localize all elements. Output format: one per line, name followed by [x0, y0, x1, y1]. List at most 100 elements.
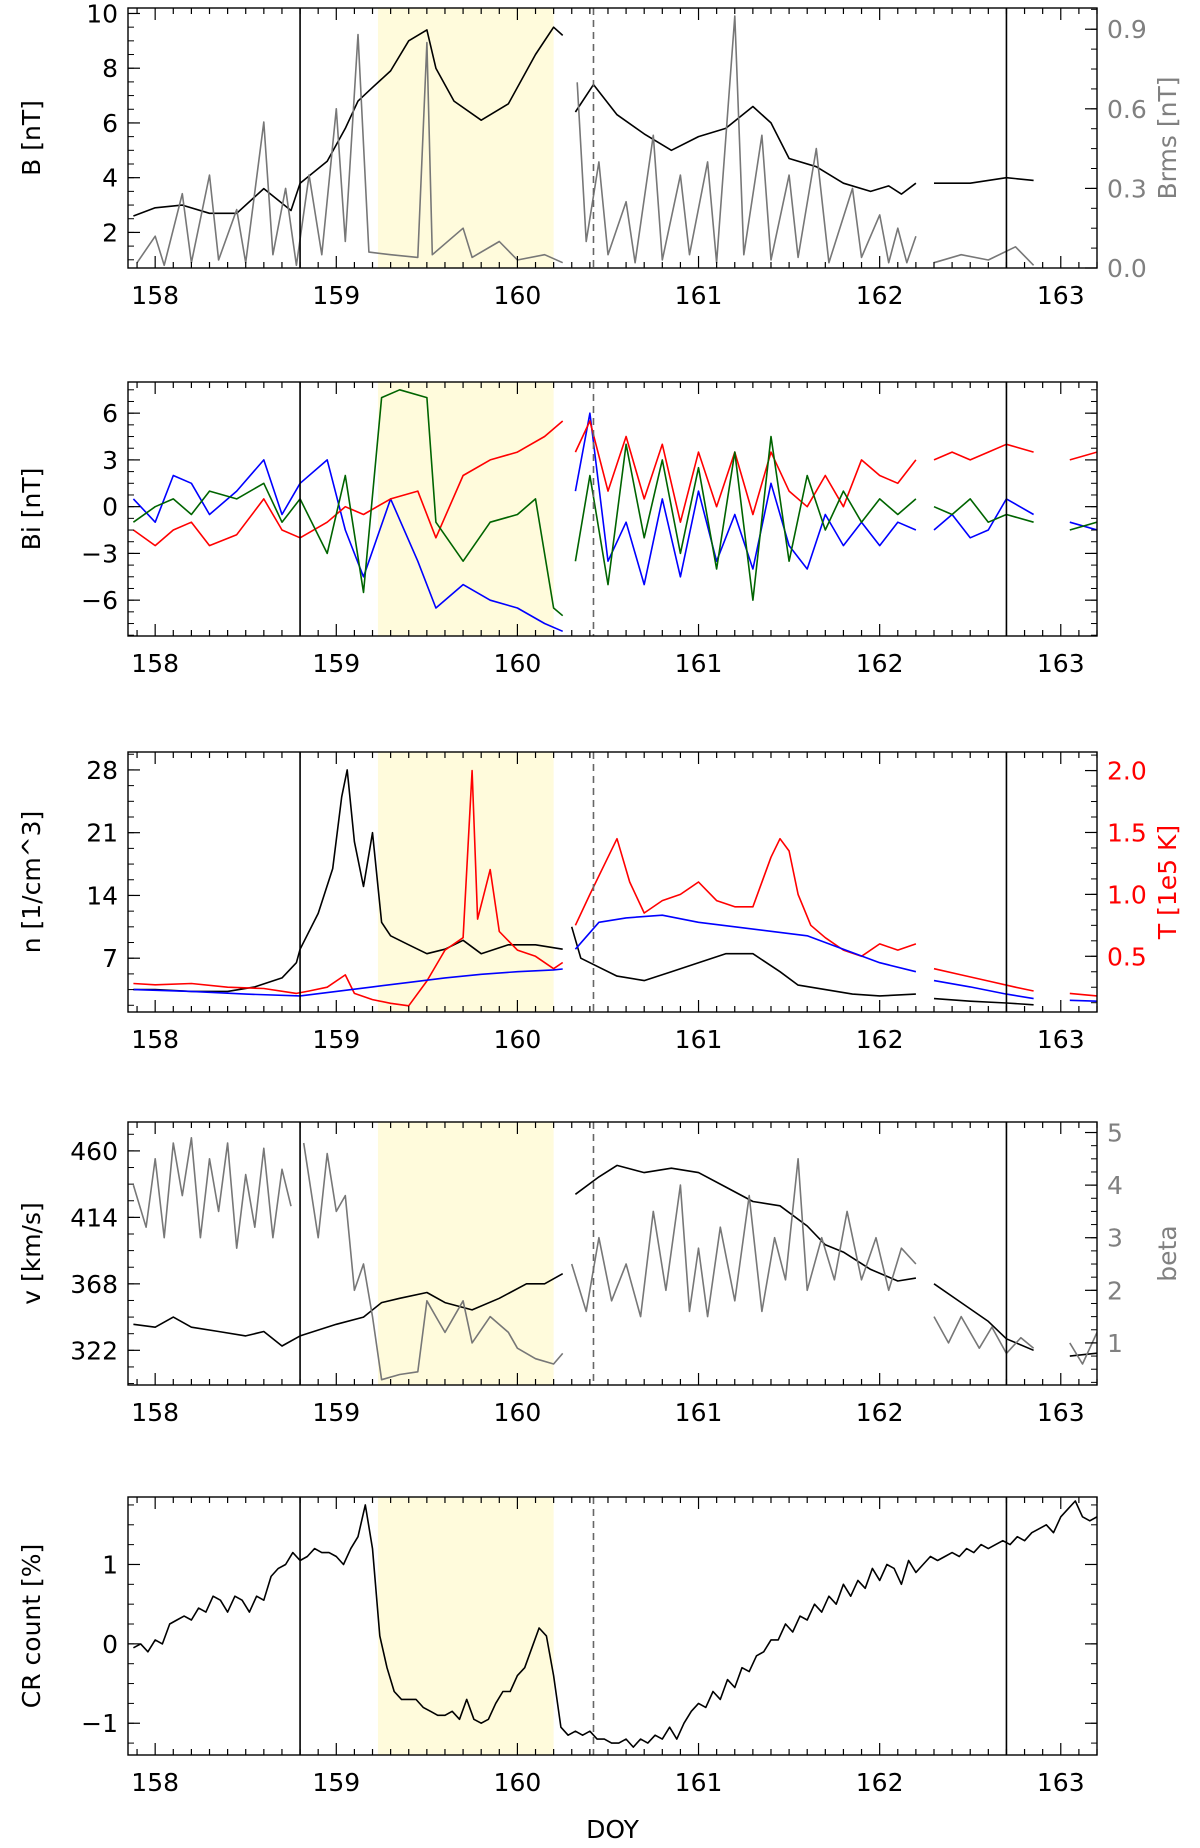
right-y-tick-label: 4 [1107, 1171, 1123, 1200]
y-tick-label: 368 [70, 1270, 118, 1299]
x-tick-label: 162 [856, 1768, 904, 1797]
y-tick-label: 28 [86, 756, 118, 785]
right-y-tick-label: 1 [1107, 1329, 1123, 1358]
y-tick-label: 10 [86, 0, 118, 28]
y-tick-label: 322 [70, 1336, 118, 1365]
x-tick-label: 163 [1037, 281, 1085, 310]
x-tick-label: 161 [675, 1768, 723, 1797]
panel-cr: 158 159 160 161 162 163 −1 0 1 CR count [%] [17, 1496, 1098, 1797]
y-axis-label: CR count [%] [17, 1544, 46, 1709]
shaded-interval [377, 1497, 554, 1755]
series-group [133, 769, 1097, 1007]
x-tick-label: 159 [312, 1398, 360, 1427]
right-y-axis-label: Brms [nT] [1153, 77, 1182, 200]
y-axis-label: Bi [nT] [17, 468, 46, 551]
x-tick-label: 163 [1037, 1025, 1085, 1054]
series-group [132, 1137, 1097, 1381]
series-B [133, 26, 1034, 217]
x-tick-label: 161 [675, 281, 723, 310]
x-tick-label: 161 [675, 649, 723, 678]
series-group [133, 15, 1035, 267]
x-tick-label: 163 [1037, 1398, 1085, 1427]
x-tick-label: 161 [675, 1398, 723, 1427]
x-tick-label: 163 [1037, 649, 1085, 678]
x-tick-label: 161 [675, 1025, 723, 1054]
panel-bi: 158 159 160 161 162 163 −6 −3 0 3 6 Bi [nT] [17, 381, 1098, 678]
x-tick-label: 162 [856, 649, 904, 678]
y-tick-label: 0 [102, 1630, 118, 1659]
series-Brms [136, 15, 1035, 267]
x-tick-label: 159 [312, 649, 360, 678]
y-tick-label: 0 [102, 493, 118, 522]
right-y-tick-label: 2 [1107, 1276, 1123, 1305]
shaded-interval [377, 1122, 554, 1385]
x-axis-title: DOY [586, 1815, 640, 1844]
x-tick-label: 162 [856, 1025, 904, 1054]
series-group [132, 389, 1097, 633]
panel-n: 158 159 160 161 162 163 7 14 21 28 n [1/cm^3] 0.5 1.… [17, 751, 1182, 1054]
panel-v: 158 159 160 161 162 163 322 368 414 460 v [km/s] 1 2… [17, 1119, 1182, 1427]
x-tick-label: 160 [494, 649, 542, 678]
y-axis-label: v [km/s] [17, 1202, 46, 1305]
x-tick-label: 160 [494, 1025, 542, 1054]
plot-frame [127, 751, 1098, 1013]
shaded-interval [377, 8, 554, 268]
x-tick-label: 162 [856, 281, 904, 310]
x-tick-label: 160 [494, 1768, 542, 1797]
y-tick-label: 14 [86, 881, 118, 910]
y-tick-label: −1 [81, 1709, 118, 1738]
x-tick-label: 162 [856, 1398, 904, 1427]
plot-frame [127, 1496, 1098, 1756]
right-y-tick-label: 1.0 [1107, 880, 1147, 909]
series-Bx [132, 412, 1097, 633]
y-tick-label: 2 [102, 218, 118, 247]
x-tick-label: 159 [312, 1768, 360, 1797]
x-tick-label: 159 [312, 1025, 360, 1054]
y-tick-label: 8 [102, 54, 118, 83]
right-y-tick-label: 1.5 [1107, 818, 1147, 847]
y-axis-label: n [1/cm^3] [17, 811, 46, 954]
series-CR [133, 1500, 1097, 1748]
right-y-tick-label: 0.9 [1107, 15, 1147, 44]
x-tick-label: 158 [131, 649, 179, 678]
x-tick-label: 158 [131, 281, 179, 310]
y-tick-label: 460 [70, 1137, 118, 1166]
y-tick-label: −6 [81, 586, 118, 615]
series-T [133, 769, 1097, 1007]
right-y-tick-label: 3 [1107, 1224, 1123, 1253]
right-y-tick-label: 0.0 [1107, 254, 1147, 283]
y-tick-label: 6 [102, 109, 118, 138]
x-tick-label: 159 [312, 281, 360, 310]
right-y-axis-label: T [1e5 K] [1153, 825, 1182, 940]
x-tick-label: 160 [494, 281, 542, 310]
series-group [133, 1500, 1097, 1748]
right-y-tick-label: 0.6 [1107, 95, 1147, 124]
x-tick-label: 160 [494, 1398, 542, 1427]
series-beta [132, 1137, 1097, 1381]
series-n_beta_blue [133, 914, 1097, 1002]
series-v [133, 1164, 1097, 1357]
y-tick-label: 414 [70, 1203, 118, 1232]
y-tick-label: 1 [102, 1550, 118, 1579]
right-y-axis-label: beta [1153, 1225, 1182, 1281]
y-tick-label: 4 [102, 164, 118, 193]
right-y-tick-label: 5 [1107, 1119, 1123, 1148]
x-tick-label: 163 [1037, 1768, 1085, 1797]
y-tick-label: 6 [102, 399, 118, 428]
y-tick-label: 7 [102, 944, 118, 973]
right-y-tick-label: 0.5 [1107, 942, 1147, 971]
x-tick-label: 158 [131, 1025, 179, 1054]
plot-frame [127, 7, 1098, 269]
right-y-tick-label: 2.0 [1107, 757, 1147, 786]
y-tick-label: 3 [102, 446, 118, 475]
plot-frame [127, 1121, 1098, 1386]
shaded-interval [377, 382, 554, 636]
panel-b: 158 159 160 161 162 163 2 4 6 8 10 B [nT] 0.0 0.3 0.6 0… [17, 0, 1182, 310]
x-tick-label: 158 [131, 1768, 179, 1797]
y-tick-label: 21 [86, 819, 118, 848]
x-tick-label: 158 [131, 1398, 179, 1427]
y-axis-label: B [nT] [17, 100, 46, 176]
plot-frame [127, 381, 1098, 637]
y-tick-label: −3 [81, 539, 118, 568]
